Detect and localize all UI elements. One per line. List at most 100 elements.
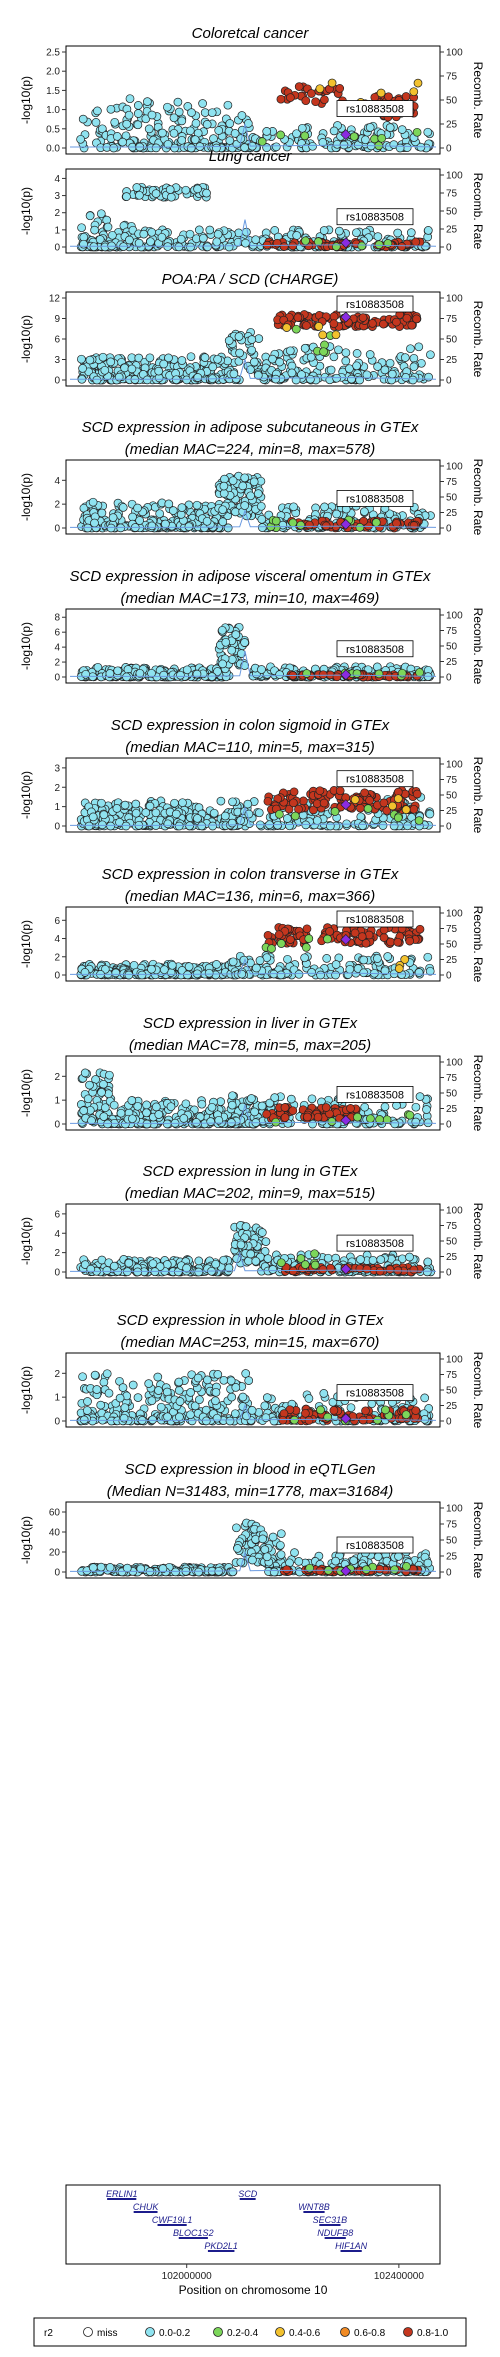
y2-tick-label: 100	[446, 1206, 463, 1217]
snp-point	[409, 1265, 419, 1275]
snp-point	[262, 1109, 271, 1119]
snp-point	[212, 960, 221, 969]
snp-point	[105, 1070, 114, 1080]
y-tick-label: 0	[54, 243, 60, 254]
y-axis-label: -log10(p)	[19, 771, 33, 819]
snp-point	[373, 954, 382, 963]
snp-point	[96, 209, 106, 219]
snp-point	[95, 235, 105, 244]
y-axis-label: -log10(p)	[19, 1069, 33, 1117]
snp-point	[412, 789, 422, 799]
snp-point	[216, 796, 226, 806]
snp-point	[100, 1103, 110, 1113]
panel-title: SCD expression in liver in GTEx	[143, 1015, 358, 1032]
lead-snp-label: rs10883508	[346, 104, 404, 116]
snp-point	[320, 95, 329, 105]
snp-point	[412, 127, 422, 137]
y2-axis-label: Recomb. Rate	[471, 608, 485, 685]
snp-point	[106, 357, 116, 367]
snp-point	[112, 804, 122, 813]
snp-point	[102, 1266, 112, 1275]
snp-point	[374, 669, 384, 679]
snp-point	[393, 794, 403, 804]
snp-point	[118, 503, 128, 512]
snp-point	[174, 1377, 184, 1387]
y2-tick-label: 0	[446, 1120, 452, 1131]
snp-point	[197, 1099, 207, 1109]
y2-tick-label: 25	[446, 508, 458, 519]
snp-point	[301, 943, 311, 952]
snp-point	[254, 808, 264, 818]
snp-point	[313, 1112, 323, 1122]
snp-point	[288, 1106, 298, 1116]
y-tick-label: 4	[54, 476, 60, 487]
snp-point	[197, 821, 207, 831]
snp-point	[231, 507, 240, 517]
snp-point	[409, 521, 419, 530]
y-tick-label: 4	[54, 1229, 60, 1240]
snp-point	[177, 135, 187, 145]
snp-point	[145, 353, 155, 363]
snp-point	[405, 1252, 414, 1262]
snp-point	[270, 226, 280, 235]
y2-axis-label: Recomb. Rate	[471, 1055, 485, 1132]
snp-point	[362, 1264, 372, 1274]
panel-1: Coloretcal cancer0.00.51.01.52.02.502550…	[19, 25, 485, 155]
y2-tick-label: 25	[446, 1401, 458, 1412]
y-tick-label: 2	[54, 1072, 60, 1083]
snp-point	[375, 1266, 385, 1276]
panel-subtitle: (median MAC=136, min=6, max=366)	[125, 888, 376, 905]
y2-tick-label: 75	[446, 189, 458, 200]
snp-point	[80, 1068, 90, 1078]
snp-point	[171, 809, 181, 819]
y-tick-label: 2	[54, 208, 60, 219]
snp-point	[91, 118, 101, 127]
y2-tick-label: 50	[446, 207, 458, 218]
snp-point	[191, 1118, 201, 1127]
y-tick-label: 8	[54, 613, 60, 624]
y2-tick-label: 100	[446, 760, 463, 771]
snp-point	[151, 808, 161, 818]
snp-point	[99, 1079, 108, 1089]
snp-point	[240, 501, 250, 510]
snp-point	[134, 238, 144, 248]
snp-point	[253, 489, 263, 498]
y2-tick-label: 0	[446, 1417, 452, 1428]
snp-point	[243, 119, 253, 128]
snp-point	[151, 1102, 161, 1112]
snp-point	[178, 798, 187, 808]
snp-point	[301, 96, 311, 106]
y2-tick-label: 25	[446, 1104, 458, 1115]
snp-point	[92, 375, 102, 385]
y2-tick-label: 0	[446, 673, 452, 684]
snp-point	[383, 952, 393, 961]
snp-point	[380, 1102, 390, 1112]
y2-tick-label: 100	[446, 909, 463, 920]
snp-point	[276, 94, 286, 104]
snp-point	[246, 1249, 256, 1259]
snp-point	[257, 514, 267, 524]
snp-point	[198, 233, 208, 243]
snp-point	[257, 523, 267, 532]
snp-point	[286, 93, 295, 102]
snp-point	[249, 477, 259, 487]
snp-point	[280, 1103, 290, 1112]
snp-point	[97, 124, 107, 134]
y-tick-label: 1	[54, 802, 60, 813]
snp-point	[191, 118, 201, 128]
snp-point	[163, 139, 173, 149]
snp-point	[345, 964, 355, 974]
y2-tick-label: 75	[446, 477, 458, 488]
snp-point	[346, 1104, 355, 1113]
y-tick-label: 2	[54, 1248, 60, 1259]
snp-point	[378, 821, 388, 830]
snp-point	[228, 797, 237, 807]
y2-axis-label: Recomb. Rate	[471, 173, 485, 250]
y-tick-label: 1	[54, 225, 60, 236]
snp-point	[125, 94, 135, 104]
snp-point	[319, 347, 328, 357]
y-tick-label: 6	[54, 628, 60, 639]
snp-point	[390, 1119, 400, 1129]
snp-point	[247, 335, 257, 344]
snp-point	[423, 226, 433, 235]
